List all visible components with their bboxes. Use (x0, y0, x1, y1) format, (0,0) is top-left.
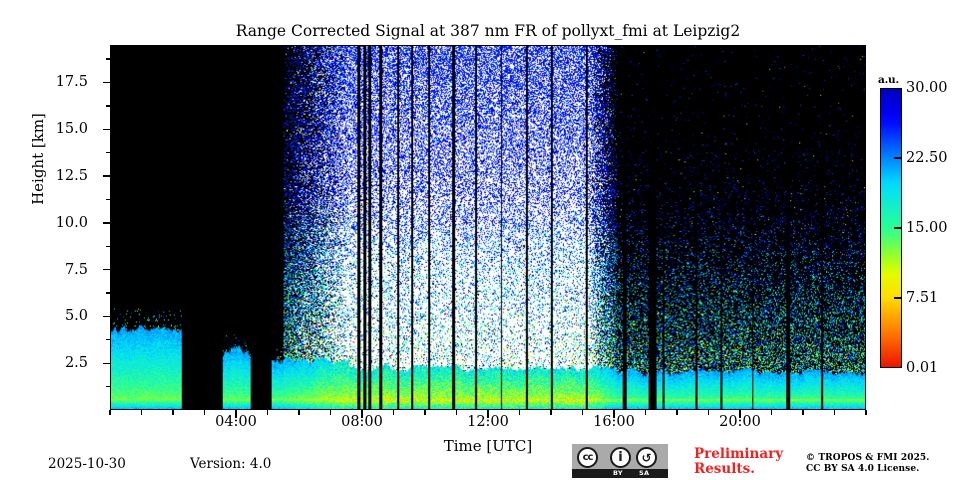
x-axis-major-tick (361, 410, 363, 418)
x-axis-minor-tick (392, 410, 395, 415)
colorbar-tick (894, 227, 902, 229)
x-axis-tick-label: 04:00 (215, 414, 257, 430)
preliminary-line-2: Results. (694, 461, 755, 477)
cc-badge-top: cc i ↺ (572, 444, 668, 470)
colorbar-tick-label: 7.51 (906, 289, 939, 306)
x-axis-minor-tick (424, 410, 426, 415)
y-axis-tick-label: 7.5 (64, 261, 88, 278)
y-axis-tick-label: 10.0 (55, 214, 88, 231)
y-axis-tick-label: 5.0 (64, 308, 88, 325)
x-axis-major-tick (739, 410, 741, 418)
heatmap-axes (110, 45, 866, 410)
y-axis-minor-tick (106, 339, 111, 341)
x-axis-minor-tick (455, 410, 458, 415)
footer-version: Version: 4.0 (190, 456, 272, 472)
x-axis-minor-tick (518, 410, 521, 415)
colorbar-tick (894, 297, 902, 299)
x-axis-tick-label: 08:00 (341, 414, 383, 430)
x-axis-minor-tick (172, 410, 174, 415)
colorbar-tick-label: 30.00 (906, 80, 948, 96)
x-axis-minor-tick (770, 410, 773, 415)
preliminary-line-1: Preliminary (694, 446, 784, 462)
y-axis-tick-label: 2.5 (64, 355, 88, 372)
copyright-line-1: © TROPOS & FMI 2025. (806, 453, 930, 463)
cc-by-label: BY (613, 469, 623, 477)
x-axis-tick-label: 12:00 (467, 414, 509, 430)
x-axis-major-tick (613, 410, 615, 418)
cc-badge-bottom: BY SA (572, 469, 668, 478)
preliminary-results-notice: Preliminary Results. (694, 447, 804, 477)
copyright-notice: © TROPOS & FMI 2025. CC BY SA 4.0 Licens… (806, 453, 930, 475)
x-axis-minor-tick (865, 410, 867, 415)
y-axis-major-tick (103, 222, 111, 224)
y-axis-major-tick (103, 81, 111, 84)
y-axis-major-tick (103, 362, 111, 364)
colorbar-tick-label: 15.00 (906, 220, 948, 237)
footer-date: 2025-10-30 (48, 456, 126, 472)
heatmap-canvas (111, 46, 865, 409)
x-axis-minor-tick (140, 410, 143, 415)
y-axis-tick-label: 12.5 (55, 168, 88, 185)
y-axis-minor-tick (106, 105, 111, 107)
y-axis-minor-tick (106, 151, 111, 154)
y-axis-major-tick (103, 175, 111, 177)
colorbar-tick-label: 0.01 (906, 360, 939, 376)
cc-icon: cc (577, 447, 598, 468)
x-axis-minor-tick (550, 410, 552, 415)
y-axis-minor-tick (106, 58, 111, 60)
y-axis-minor-tick (106, 385, 111, 388)
x-axis-minor-tick (644, 410, 647, 415)
x-axis-tick-label: 20:00 (719, 414, 761, 430)
y-axis-major-tick (103, 315, 111, 318)
cc-license-badge-icon: cc i ↺ BY SA (572, 444, 668, 478)
x-axis-minor-tick (802, 410, 804, 415)
y-axis-minor-tick (106, 292, 111, 294)
x-axis-minor-tick (581, 410, 584, 415)
colorbar-unit-label: a.u. (878, 74, 899, 86)
cc-sa-icon: ↺ (636, 447, 657, 468)
y-axis-minor-tick (106, 245, 111, 247)
x-axis-label: Time [UTC] (443, 437, 533, 455)
y-axis-major-tick (103, 128, 111, 130)
copyright-line-2: CC BY SA 4.0 License. (806, 464, 920, 474)
x-axis-minor-tick (266, 410, 269, 415)
x-axis-major-tick (235, 410, 237, 418)
x-axis-minor-tick (329, 410, 332, 415)
x-axis-minor-tick (707, 410, 710, 415)
y-axis-tick-label: 15.0 (55, 121, 88, 138)
x-axis-minor-tick (298, 410, 300, 415)
cc-by-icon: i (610, 447, 631, 468)
y-axis-major-tick (103, 268, 111, 271)
x-axis-minor-tick (203, 410, 206, 415)
x-axis-minor-tick (833, 410, 836, 415)
x-axis-minor-tick (676, 410, 678, 415)
x-axis-tick-label: 16:00 (593, 414, 635, 430)
x-axis-major-tick (487, 410, 489, 418)
y-axis-tick-label: 17.5 (55, 74, 88, 91)
colorbar-tick-label: 22.50 (906, 150, 948, 167)
x-axis-minor-tick (109, 410, 111, 415)
page-title: Range Corrected Signal at 387 nm FR of p… (235, 22, 741, 40)
y-axis-minor-tick (106, 198, 111, 201)
cc-sa-label: SA (639, 469, 650, 477)
colorbar-tick (894, 157, 902, 159)
